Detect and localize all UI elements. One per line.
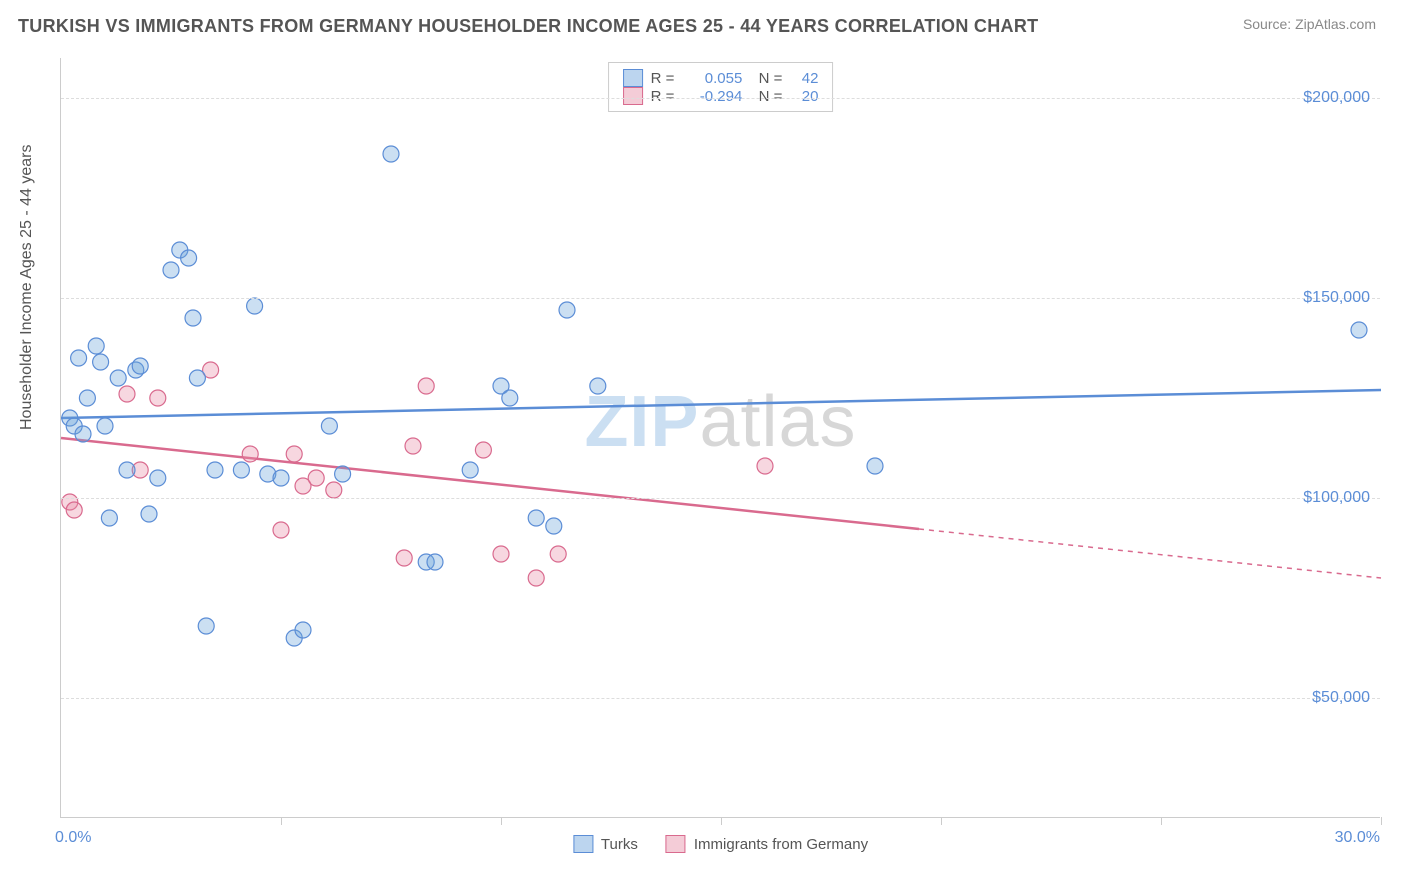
data-point-turks [97,418,113,434]
data-point-turks [462,462,478,478]
data-point-turks [88,338,104,354]
data-point-turks [559,302,575,318]
data-point-turks [502,390,518,406]
x-tick [281,817,282,825]
legend-germany-label: Immigrants from Germany [694,836,868,853]
data-point-turks [71,350,87,366]
x-tick [1381,817,1382,825]
data-point-turks [141,506,157,522]
data-point-turks [427,554,443,570]
data-point-turks [150,470,166,486]
x-tick [941,817,942,825]
data-point-germany [242,446,258,462]
data-point-germany [550,546,566,562]
data-point-germany [418,378,434,394]
data-point-turks [1351,322,1367,338]
data-point-germany [757,458,773,474]
x-axis-min-label: 0.0% [55,829,91,847]
chart-plot-area: R = 0.055 N = 42 R = -0.294 N = 20 ZIPat… [60,58,1380,818]
data-point-germany [66,502,82,518]
data-point-turks [75,426,91,442]
data-point-germany [396,550,412,566]
data-point-turks [163,262,179,278]
data-point-turks [93,354,109,370]
y-axis-label: Householder Income Ages 25 - 44 years [18,145,36,431]
y-tick-label: $200,000 [1303,89,1370,107]
data-point-germany [119,386,135,402]
data-point-turks [867,458,883,474]
data-point-germany [286,446,302,462]
scatter-svg [61,58,1380,817]
trend-line-dashed-germany [919,529,1381,578]
data-point-turks [198,618,214,634]
legend-item-turks: Turks [573,835,638,853]
x-tick [721,817,722,825]
data-point-turks [185,310,201,326]
gridline [61,698,1380,699]
data-point-turks [383,146,399,162]
data-point-turks [335,466,351,482]
data-point-turks [273,470,289,486]
series-legend: Turks Immigrants from Germany [573,835,868,853]
data-point-turks [110,370,126,386]
data-point-germany [150,390,166,406]
y-tick-label: $150,000 [1303,289,1370,307]
data-point-turks [207,462,223,478]
legend-turks-label: Turks [601,836,638,853]
data-point-germany [326,482,342,498]
data-point-germany [308,470,324,486]
swatch-germany-icon [666,835,686,853]
data-point-turks [546,518,562,534]
data-point-turks [528,510,544,526]
swatch-turks-icon [573,835,593,853]
x-tick [501,817,502,825]
y-tick-label: $50,000 [1312,689,1370,707]
data-point-turks [321,418,337,434]
x-axis-max-label: 30.0% [1335,829,1380,847]
data-point-turks [132,358,148,374]
data-point-germany [528,570,544,586]
gridline [61,298,1380,299]
chart-source: Source: ZipAtlas.com [1243,16,1376,32]
trend-line-turks [61,390,1381,418]
data-point-turks [119,462,135,478]
data-point-germany [475,442,491,458]
data-point-germany [493,546,509,562]
data-point-turks [79,390,95,406]
gridline [61,498,1380,499]
gridline [61,98,1380,99]
y-tick-label: $100,000 [1303,489,1370,507]
data-point-turks [101,510,117,526]
data-point-turks [295,622,311,638]
chart-title: TURKISH VS IMMIGRANTS FROM GERMANY HOUSE… [18,16,1038,37]
data-point-turks [590,378,606,394]
data-point-turks [189,370,205,386]
data-point-turks [181,250,197,266]
chart-header: TURKISH VS IMMIGRANTS FROM GERMANY HOUSE… [0,0,1406,45]
data-point-turks [233,462,249,478]
data-point-germany [405,438,421,454]
data-point-germany [273,522,289,538]
data-point-turks [247,298,263,314]
legend-item-germany: Immigrants from Germany [666,835,868,853]
x-tick [1161,817,1162,825]
